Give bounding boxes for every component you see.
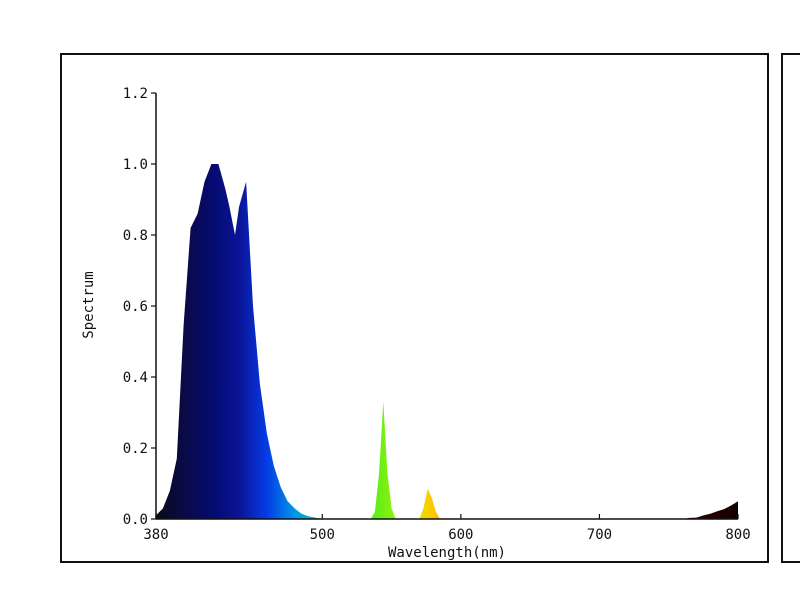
spectrum-area [156,164,738,519]
x-tick-label: 800 [725,527,750,543]
chart-frame: 0.0 0.2 0.4 0.6 0.8 1.0 1.2 380 500 600 700 800 Wav… [60,53,769,563]
y-tick-label: 1.2 [123,86,148,102]
x-tick-label: 600 [448,527,473,543]
y-tick-label: 0.2 [123,441,148,457]
adjacent-panel-frame [781,53,800,563]
y-axis-label: Spectrum [81,271,97,338]
x-tick-label: 700 [587,527,612,543]
y-tick-label: 0.4 [123,370,148,386]
y-tick-label: 0.6 [123,299,148,315]
y-tick-label: 0.0 [123,512,148,528]
x-tick-label: 500 [310,527,335,543]
x-tick-label: 380 [143,527,168,543]
axes-group: 0.0 0.2 0.4 0.6 0.8 1.0 1.2 380 500 600 700 800 [123,86,751,543]
spectrum-chart: 0.0 0.2 0.4 0.6 0.8 1.0 1.2 380 500 600 700 800 Wav… [81,86,751,561]
x-axis-label: Wavelength(nm) [388,545,506,561]
y-tick-label: 1.0 [123,157,148,173]
spectrum-area-group [156,164,738,519]
y-tick-label: 0.8 [123,228,148,244]
